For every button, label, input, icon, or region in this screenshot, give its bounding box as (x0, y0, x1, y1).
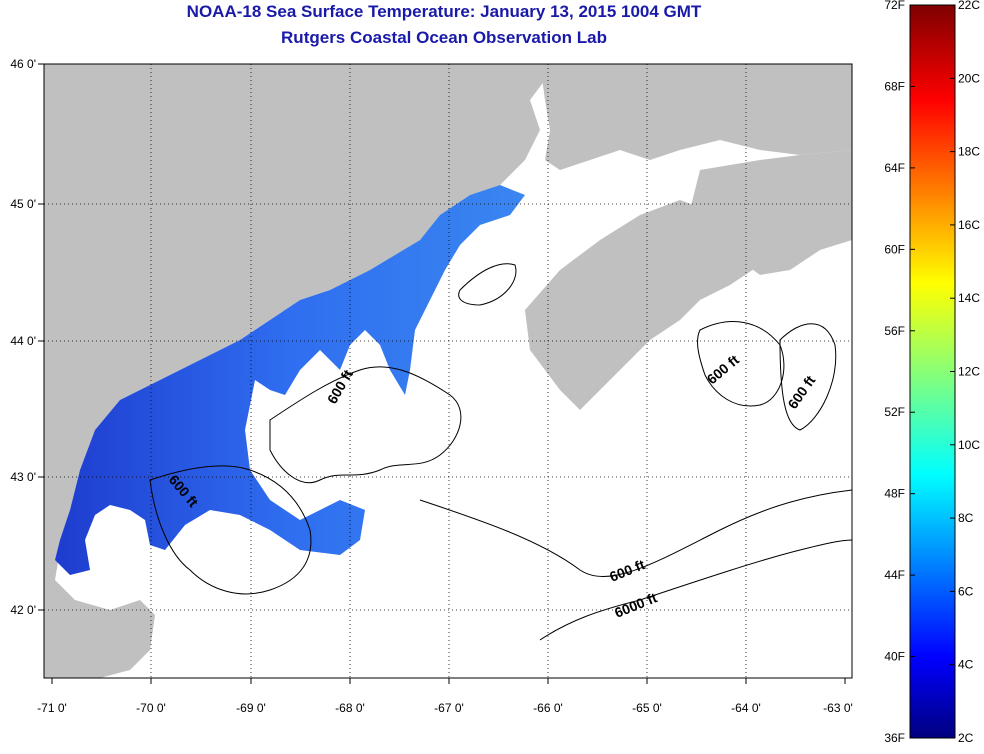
lat-label-44: 44 0' (10, 334, 36, 348)
lon-label-67: -67 0' (434, 701, 464, 715)
colorbar-c-label: 10C (958, 438, 980, 452)
land-new-england (44, 64, 545, 678)
lon-label-65: -65 0' (632, 701, 662, 715)
colorbar-c-label: 8C (958, 511, 974, 525)
lat-label-42: 42 0' (10, 603, 36, 617)
colorbar-f-label: 40F (884, 650, 905, 664)
lon-label-66: -66 0' (533, 701, 563, 715)
colorbar-c-label: 16C (958, 218, 980, 232)
colorbar-c-label: 18C (958, 145, 980, 159)
plot-frame (43, 63, 853, 679)
colorbar: 72F 68F 64F 60F 56F 52F 48F 44F 40F 36F 22C 20C 18C… (884, 0, 980, 745)
sst-data-swath (55, 185, 525, 575)
colorbar-c-label: 22C (958, 0, 980, 12)
land-new-brunswick (540, 64, 852, 170)
colorbar-f-label: 60F (884, 242, 905, 256)
lon-label-68: -68 0' (335, 701, 365, 715)
colorbar-f-label: 52F (884, 405, 905, 419)
colorbar-f-label: 56F (884, 324, 905, 338)
lat-label-43: 43 0' (10, 470, 36, 484)
colorbar-fahrenheit-labels: 72F 68F 64F 60F 56F 52F 48F 44F 40F 36F (884, 0, 905, 745)
colorbar-f-label: 64F (884, 161, 905, 175)
colorbar-ticks (910, 4, 955, 739)
lat-label-45: 45 0' (10, 197, 36, 211)
colorbar-f-label: 48F (884, 487, 905, 501)
colorbar-c-label: 2C (958, 731, 974, 745)
colorbar-c-label: 6C (958, 584, 974, 598)
colorbar-f-label: 36F (884, 731, 905, 745)
lon-label-64: -64 0' (731, 701, 761, 715)
graticule (44, 64, 852, 678)
colorbar-c-label: 14C (958, 291, 980, 305)
lon-label-63: -63 0' (823, 701, 853, 715)
lon-label-70: -70 0' (136, 701, 166, 715)
colorbar-celsius-labels: 22C 20C 18C 16C 14C 12C 10C 8C 6C 4C 2C (958, 0, 980, 745)
tick-marks (38, 63, 846, 684)
colorbar-f-label: 72F (884, 0, 905, 12)
colorbar-c-label: 12C (958, 365, 980, 379)
map-subtitle: Rutgers Coastal Ocean Observation Lab (281, 28, 607, 47)
lon-label-69: -69 0' (236, 701, 266, 715)
colorbar-c-label: 20C (958, 71, 980, 85)
sst-map: 600 ft 600 ft 600 ft 600 ft 600 ft 6000 … (10, 57, 853, 715)
lon-label-71: -71 0' (37, 701, 67, 715)
colorbar-f-label: 44F (884, 568, 905, 582)
colorbar-c-label: 4C (958, 658, 974, 672)
lat-label-46: 46 0' (10, 57, 36, 71)
colorbar-gradient (909, 4, 956, 739)
map-title: NOAA-18 Sea Surface Temperature: January… (186, 2, 702, 21)
depth-contours (149, 263, 853, 641)
land-nova-scotia (525, 200, 760, 410)
colorbar-f-label: 68F (884, 79, 905, 93)
